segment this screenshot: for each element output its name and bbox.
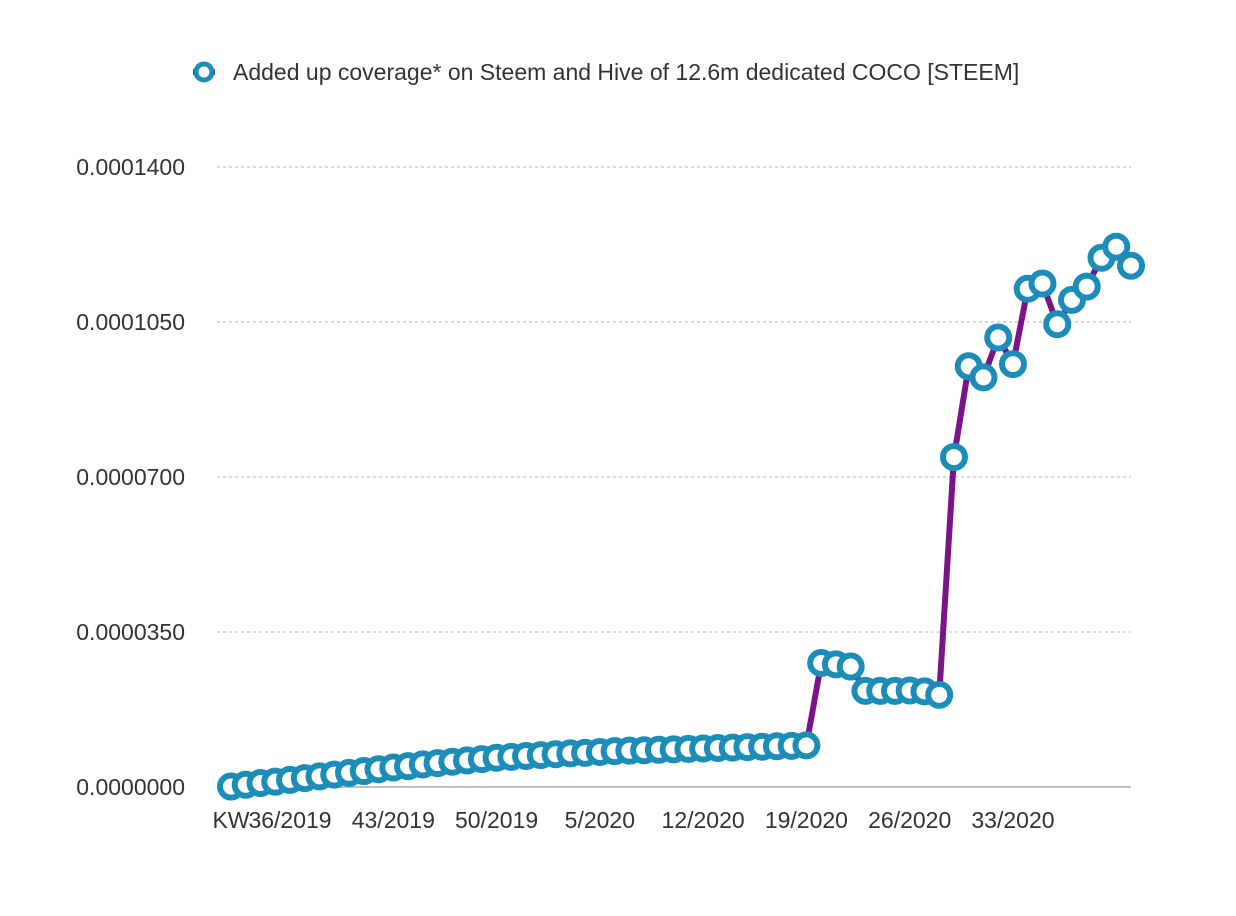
x-tick-label: 26/2020 — [868, 807, 951, 833]
y-tick-label: 0.0001050 — [76, 309, 185, 335]
data-point[interactable] — [969, 363, 998, 392]
data-point[interactable] — [998, 350, 1027, 379]
data-point[interactable] — [1043, 310, 1072, 339]
data-point[interactable] — [984, 323, 1013, 352]
data-point[interactable] — [1072, 272, 1101, 301]
data-point[interactable] — [1028, 269, 1057, 298]
x-tick-label: 50/2019 — [455, 807, 538, 833]
x-tick-label: 33/2020 — [971, 807, 1054, 833]
series-group — [217, 232, 1145, 801]
data-point[interactable] — [836, 652, 865, 681]
x-tick-label: 36/2019 — [248, 807, 331, 833]
x-tick-label: 12/2020 — [662, 807, 745, 833]
data-point[interactable] — [1102, 232, 1131, 261]
data-point[interactable] — [925, 680, 954, 709]
y-gridlines — [217, 166, 1131, 788]
y-tick-label: 0.0000350 — [76, 619, 185, 645]
x-tick-label: KW — [212, 807, 249, 833]
y-tick-label: 0.0001400 — [76, 154, 185, 180]
y-axis-ticks: 0.0000000 0.0000350 0.0000700 0.0001050 0.00… — [76, 154, 185, 800]
x-tick-label: 43/2019 — [352, 807, 435, 833]
legend-label: Added up coverage* on Steem and Hive of … — [233, 59, 1019, 85]
legend-marker-swatch — [193, 61, 215, 83]
data-point[interactable] — [792, 731, 821, 760]
chart-legend[interactable]: Added up coverage* on Steem and Hive of … — [193, 59, 1019, 85]
data-point[interactable] — [1117, 251, 1145, 280]
y-tick-label: 0.0000700 — [76, 464, 185, 490]
data-point[interactable] — [939, 443, 968, 472]
y-tick-label: 0.0000000 — [76, 774, 185, 800]
x-tick-label: 5/2020 — [565, 807, 635, 833]
x-tick-label: 19/2020 — [765, 807, 848, 833]
